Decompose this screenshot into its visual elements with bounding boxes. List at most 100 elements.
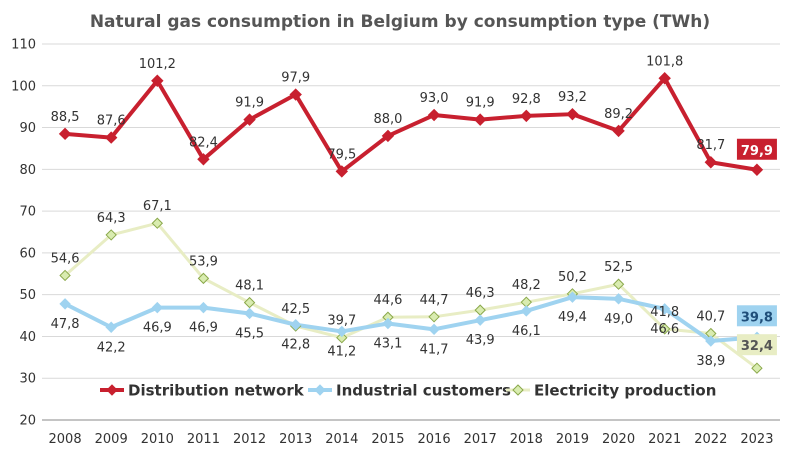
electricity-production-marker [243,296,256,309]
industrial-customers-marker [474,314,486,326]
distribution-network-marker [473,113,487,126]
distribution-network-data-label: 93,2 [558,90,587,105]
legend-distribution-network-marker [106,384,118,396]
x-axis: 2008 2009 2010 2011 2012 2013 2014 2015 2016 2017… [49,432,774,447]
y-tick-label: 80 [19,163,36,178]
distribution-network-marker [151,74,164,87]
industrial-customers-marker [705,335,717,347]
electricity-production-data-label: 44,6 [373,293,402,308]
x-tick-label: 2014 [325,432,358,447]
x-tick-label: 2019 [556,432,589,447]
x-tick-label: 2012 [233,432,266,447]
distribution-network-data-label: 92,8 [512,92,541,107]
electricity-production-data-label: 52,5 [604,260,633,275]
distribution-network-marker [381,129,395,143]
industrial-customers-data-label: 41,2 [327,344,356,359]
x-tick-label: 2011 [187,432,220,447]
series-lines [63,76,759,370]
y-tick-label: 100 [11,79,36,94]
legend-distribution-network: Distribution network [100,382,305,400]
electricity-production-marker [474,304,486,316]
chart-title: Natural gas consumption in Belgium by co… [90,12,710,32]
industrial-customers-data-label: 49,0 [604,312,633,327]
distribution-network-data-label: 79,5 [327,147,356,162]
industrial-customers-last-label: 39,8 [741,310,773,325]
industrial-customers-last-label-box [736,305,777,327]
gridlines [42,43,780,421]
distribution-network-marker [197,153,210,166]
distribution-network-marker [612,124,625,138]
y-tick-label: 30 [19,372,36,387]
industrial-customers-data-label: 41,7 [420,342,449,357]
electricity-production-marker [59,269,71,282]
distribution-network-data-label: 88,5 [51,110,80,125]
distribution-network-marker [750,163,764,176]
industrial-customers-marker [243,307,256,320]
electricity-production-data-label: 44,7 [420,293,449,308]
industrial-customers-marker [105,321,117,333]
electricity-production-line [63,221,759,370]
y-tick-label: 40 [19,330,36,345]
industrial-customers-data-label: 46,9 [189,321,218,336]
industrial-customers-marker [520,305,533,317]
electricity-production-last-label-box [736,334,777,356]
x-tick-label: 2009 [95,432,128,447]
industrial-customers-marker [612,293,625,305]
electricity-production-marker [336,331,348,344]
series-markers [58,72,764,374]
distribution-network-marker [704,156,718,169]
distribution-network-last-label: 79,9 [741,144,773,159]
distribution-network-marker [427,108,441,122]
electricity-production-marker [658,323,671,335]
y-tick-label: 90 [19,121,36,136]
distribution-network-data-label: 101,2 [139,57,176,72]
electricity-production-marker [105,229,117,241]
distribution-network-marker [289,88,302,101]
electricity-production-data-label: 64,3 [97,211,126,226]
distribution-network-marker [58,127,72,141]
industrial-customers-data-label: 46,9 [143,321,172,336]
industrial-customers-data-label: 42,8 [281,338,310,353]
distribution-network-data-label: 101,8 [646,54,683,69]
industrial-customers-marker [566,291,579,303]
electricity-production-marker [197,272,210,285]
y-axis: 20 30 40 50 60 70 80 90 100 110 [11,38,36,429]
electricity-production-data-label: 41,8 [650,305,679,320]
distribution-network-data-label: 87,6 [97,114,126,129]
legend: Distribution network Industrial customers… [100,382,716,400]
distribution-network-line [63,76,759,174]
y-tick-label: 50 [19,288,36,303]
x-tick-label: 2020 [602,432,635,447]
distribution-network-marker [243,113,256,126]
x-tick-label: 2023 [740,432,773,447]
data-labels: 88,5 87,6 101,2 82,4 91,9 97,9 79,5 88,0 93,0 91,… [51,54,777,369]
industrial-customers-data-label: 46,1 [512,324,541,339]
x-tick-label: 2017 [464,432,497,447]
industrial-customers-data-label: 47,8 [51,317,80,332]
distribution-network-marker [520,109,533,123]
electricity-production-last-label: 32,4 [741,339,773,354]
industrial-customers-data-label: 38,9 [696,354,725,369]
distribution-network-data-label: 93,0 [420,91,449,106]
electricity-production-marker [151,217,164,229]
distribution-network-marker [335,165,349,178]
distribution-network-last-label-box [736,138,777,160]
x-tick-label: 2018 [510,432,543,447]
legend-electricity-production: Electricity production [506,382,716,400]
electricity-production-marker [428,311,440,323]
distribution-network-marker [658,72,671,85]
industrial-customers-marker [428,323,440,336]
industrial-customers-data-label: 43,9 [466,333,495,348]
industrial-customers-marker [151,301,164,314]
distribution-network-data-label: 81,7 [696,138,725,153]
legend-industrial-customers-label: Industrial customers [336,382,511,400]
x-tick-label: 2021 [648,432,681,447]
electricity-production-data-label: 67,1 [143,199,172,214]
industrial-customers-marker [197,301,210,314]
industrial-customers-line [63,295,759,344]
legend-electricity-production-label: Electricity production [534,382,716,400]
industrial-customers-data-label: 49,4 [558,310,587,325]
industrial-customers-marker [289,319,302,331]
electricity-production-data-label: 42,5 [281,302,310,317]
distribution-network-marker [566,107,579,121]
